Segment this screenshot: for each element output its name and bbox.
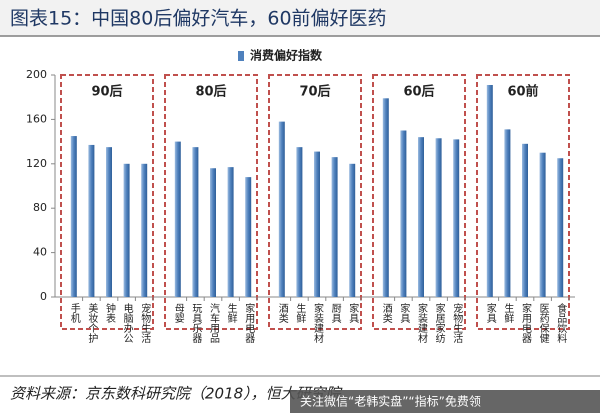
x-tick-label: 手机: [68, 302, 80, 324]
legend-label: 消费偏好指数: [250, 48, 323, 63]
bar: [486, 84, 493, 298]
watermark-bar: [290, 390, 600, 413]
x-tick-label: 家居家纺: [433, 302, 445, 344]
bar: [141, 163, 148, 297]
group-box: [268, 74, 362, 330]
x-tick-label: 家用电器: [243, 302, 255, 344]
y-tick-label: 200: [26, 68, 47, 81]
bar: [382, 98, 389, 297]
bar: [88, 144, 95, 297]
title-bar: [0, 0, 600, 36]
bar: [331, 157, 338, 297]
x-tick-label: 汽车用品: [208, 302, 220, 344]
x-tick-label: 家装建材: [312, 302, 324, 343]
bar: [174, 141, 181, 297]
x-tick-label: 家具: [398, 302, 410, 324]
bar: [70, 136, 77, 297]
x-tick-label: 食品饮料: [555, 302, 567, 344]
bar: [418, 137, 424, 297]
group-label: 90后: [91, 84, 122, 100]
group-label: 80后: [195, 84, 226, 100]
group-label: 60前: [507, 84, 538, 100]
y-tick-label: 120: [26, 157, 47, 170]
bar: [210, 168, 216, 297]
group-label: 60后: [403, 84, 434, 100]
x-tick-label: 母婴: [172, 303, 184, 324]
x-tick-label: 酒类: [276, 303, 288, 324]
bar: [245, 177, 252, 297]
bar: [557, 158, 564, 297]
bar: [314, 151, 320, 297]
group-box: [164, 74, 258, 330]
x-tick-label: 厨具: [329, 303, 341, 324]
bar: [296, 147, 303, 297]
bar: [453, 139, 460, 297]
x-tick-label: 电脑办公: [121, 302, 133, 343]
x-tick-label: 生鲜: [502, 302, 514, 324]
y-tick-label: 0: [40, 290, 47, 303]
y-tick-label: 160: [26, 112, 47, 125]
bar: [539, 152, 546, 297]
x-tick-label: 酒类: [380, 303, 392, 324]
group-label: 70后: [299, 84, 330, 100]
x-tick-label: 家具: [484, 302, 496, 324]
bar: [349, 163, 356, 297]
bar: [278, 121, 285, 298]
group-box: [372, 74, 466, 330]
y-tick-label: 40: [33, 246, 47, 259]
x-tick-label: 医药保健: [537, 303, 549, 344]
legend-swatch: [238, 51, 244, 61]
bar: [435, 138, 442, 297]
bar: [106, 147, 112, 297]
x-tick-label: 生鲜: [225, 302, 237, 324]
x-tick-label: 家装建材: [416, 302, 428, 343]
bar: [123, 163, 130, 297]
y-tick-label: 80: [33, 201, 47, 214]
x-tick-label: 生鲜: [294, 302, 306, 324]
bar: [227, 167, 234, 297]
chart-title: 图表15：中国80后偏好汽车，60前偏好医药: [10, 8, 387, 30]
group-box: [476, 74, 570, 330]
x-tick-label: 家用电器: [520, 302, 532, 344]
bar: [522, 143, 528, 297]
watermark: 关注微信“老韩实盘”“指标”免费领: [300, 394, 481, 409]
x-tick-label: 钟表: [104, 302, 116, 324]
x-tick-label: 家具: [347, 302, 359, 324]
bar: [192, 147, 199, 297]
source-note: 资料来源：京东数科研究院（2018），恒大研究院: [10, 385, 343, 403]
group-box: [60, 74, 154, 330]
bar: [504, 129, 511, 297]
bar: [400, 130, 407, 297]
x-tick-label: 宠物生活: [139, 302, 151, 344]
x-tick-label: 美妆个护: [86, 302, 98, 344]
x-tick-label: 宠物生活: [451, 302, 463, 344]
x-tick-label: 玩具乐器: [190, 303, 202, 344]
